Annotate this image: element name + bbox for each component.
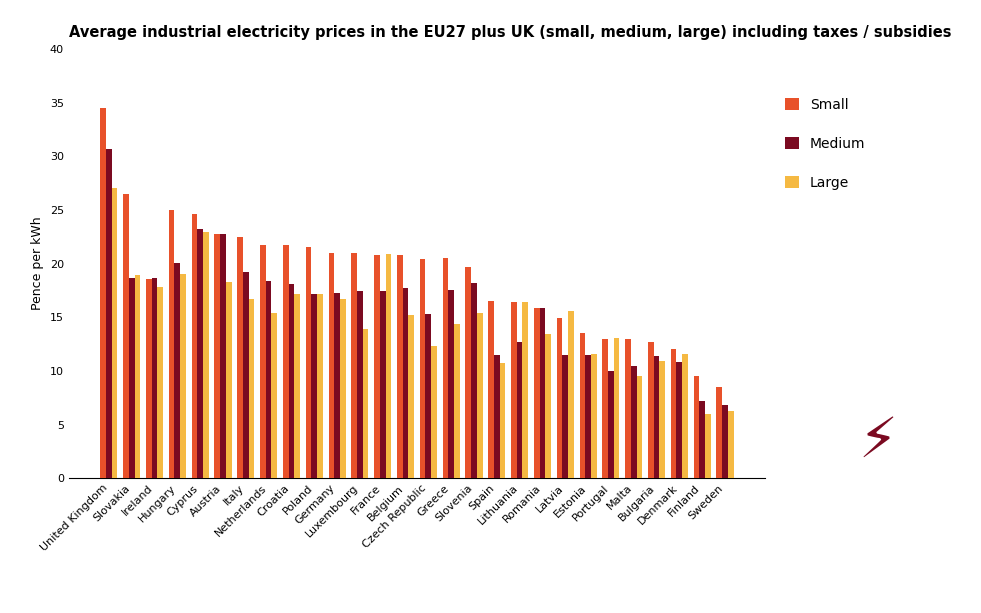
Bar: [169, 210, 175, 478]
Bar: [124, 194, 129, 478]
Y-axis label: Pence per kWh: Pence per kWh: [31, 217, 44, 310]
Bar: [363, 329, 369, 478]
Bar: [602, 338, 608, 478]
Text: ⚡: ⚡: [858, 414, 898, 468]
Bar: [374, 255, 380, 478]
Bar: [157, 287, 163, 478]
Bar: [420, 259, 426, 478]
Bar: [499, 364, 505, 478]
Bar: [540, 308, 545, 478]
Bar: [181, 275, 185, 478]
Bar: [283, 245, 288, 478]
Bar: [243, 272, 248, 478]
Bar: [380, 291, 386, 478]
Bar: [339, 299, 345, 478]
Bar: [203, 232, 209, 478]
Bar: [694, 376, 699, 478]
Bar: [357, 291, 363, 478]
Bar: [699, 401, 705, 478]
Bar: [562, 355, 568, 478]
Bar: [112, 188, 118, 478]
Bar: [311, 294, 317, 478]
Bar: [100, 108, 106, 478]
Bar: [306, 248, 311, 478]
Bar: [494, 355, 499, 478]
Bar: [260, 245, 266, 478]
Bar: [175, 262, 181, 478]
Bar: [442, 258, 448, 478]
Bar: [591, 354, 596, 478]
Bar: [477, 313, 483, 478]
Bar: [728, 411, 734, 478]
Bar: [677, 362, 682, 478]
Bar: [294, 294, 300, 478]
Bar: [465, 267, 471, 478]
Bar: [134, 275, 140, 478]
Bar: [454, 324, 460, 478]
Bar: [534, 308, 540, 478]
Bar: [637, 376, 643, 478]
Bar: [397, 255, 402, 478]
Bar: [351, 253, 357, 478]
Bar: [191, 214, 197, 478]
Bar: [317, 294, 323, 478]
Bar: [580, 333, 586, 478]
Bar: [671, 349, 677, 478]
Bar: [659, 361, 665, 478]
Bar: [653, 356, 659, 478]
Bar: [716, 387, 722, 478]
Bar: [432, 346, 437, 478]
Bar: [625, 338, 631, 478]
Bar: [614, 338, 619, 478]
Bar: [523, 302, 528, 478]
Bar: [682, 354, 688, 478]
Bar: [288, 284, 294, 478]
Bar: [426, 314, 432, 478]
Bar: [152, 278, 157, 478]
Bar: [489, 301, 494, 478]
Bar: [556, 318, 562, 478]
Bar: [631, 365, 637, 478]
Bar: [705, 414, 710, 478]
Bar: [545, 335, 551, 478]
Bar: [146, 278, 152, 478]
Bar: [568, 311, 574, 478]
Bar: [517, 342, 523, 478]
Bar: [272, 313, 278, 478]
Text: Average industrial electricity prices in the EU27 plus UK (small, medium, large): Average industrial electricity prices in…: [69, 25, 952, 39]
Bar: [511, 302, 517, 478]
Bar: [215, 234, 220, 478]
Bar: [402, 288, 408, 478]
Bar: [329, 253, 335, 478]
Bar: [586, 355, 591, 478]
Bar: [197, 229, 203, 478]
Bar: [608, 371, 614, 478]
Bar: [448, 291, 454, 478]
Bar: [722, 405, 728, 478]
Bar: [106, 149, 112, 478]
Bar: [248, 299, 254, 478]
Bar: [226, 282, 232, 478]
Legend: Small, Medium, Large: Small, Medium, Large: [779, 92, 871, 195]
Bar: [237, 237, 243, 478]
Bar: [129, 278, 134, 478]
Bar: [335, 292, 339, 478]
Bar: [471, 283, 477, 478]
Bar: [220, 234, 226, 478]
Bar: [266, 281, 272, 478]
Bar: [648, 342, 653, 478]
Bar: [386, 254, 391, 478]
Bar: [408, 315, 414, 478]
